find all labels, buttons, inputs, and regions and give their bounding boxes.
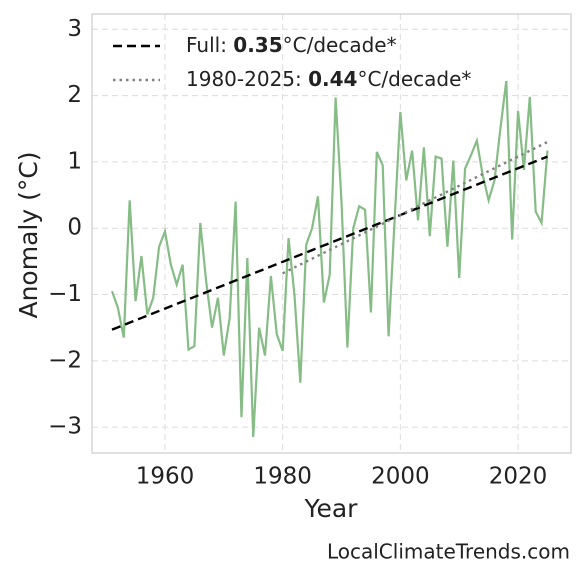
y-tick-label: −3 [48, 414, 82, 440]
y-tick-label: −2 [48, 347, 82, 373]
y-tick-label: 1 [67, 148, 82, 174]
y-tick-label: −1 [48, 281, 82, 307]
data-line [110, 80, 549, 438]
legend-suffix: °C/decade* [357, 67, 471, 91]
watermark: LocalClimateTrends.com [327, 540, 570, 564]
y-tick-label: 3 [67, 16, 82, 42]
legend-slope: 0.44 [308, 67, 357, 91]
legend-label: Full: 0.35°C/decade* [186, 33, 397, 57]
x-tick-label: 2000 [371, 464, 430, 490]
y-axis-label: Anomaly (°C) [14, 151, 43, 318]
y-tick-label: 0 [67, 215, 82, 241]
trend-line [111, 155, 548, 331]
legend-prefix: 1980-2025: [186, 67, 308, 91]
y-tick-label: 2 [67, 82, 82, 108]
x-tick-label: 1960 [136, 464, 195, 490]
x-tick-label: 1980 [253, 464, 312, 490]
plot-frame [91, 13, 572, 454]
x-axis-label: Year [304, 494, 359, 523]
legend-label: 1980-2025: 0.44°C/decade* [186, 67, 471, 91]
legend-prefix: Full: [186, 33, 233, 57]
legend-slope: 0.35 [233, 33, 282, 57]
legend-suffix: °C/decade* [283, 33, 397, 57]
x-tick-label: 2020 [489, 464, 548, 490]
